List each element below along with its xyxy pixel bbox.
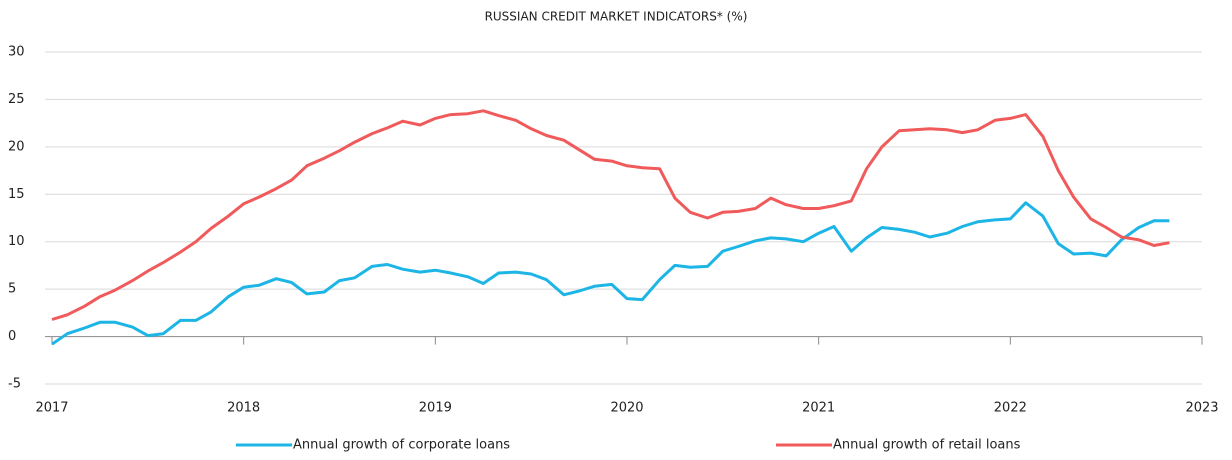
- x-tick-label: 2023: [1185, 401, 1218, 416]
- legend-label: Annual growth of corporate loans: [293, 438, 510, 453]
- series-line: [51, 201, 1170, 346]
- x-tick-label: 2017: [35, 401, 68, 416]
- y-tick-label: 25: [8, 92, 25, 107]
- chart-title: RUSSIAN CREDIT MARKET INDICATORS* (%): [485, 10, 748, 24]
- y-tick-label: 10: [8, 234, 25, 249]
- x-tick-label: 2020: [610, 401, 643, 416]
- x-tick-label: 2018: [227, 401, 260, 416]
- legend-label: Annual growth of retail loans: [833, 438, 1021, 453]
- x-tick-label: 2019: [419, 401, 452, 416]
- x-tick-label: 2022: [994, 401, 1027, 416]
- series-line: [51, 109, 1170, 321]
- y-tick-label: 30: [8, 45, 25, 60]
- y-tick-label: 5: [8, 282, 16, 297]
- y-tick-label: 20: [8, 139, 25, 154]
- x-tick-label: 2021: [802, 401, 835, 416]
- y-tick-label: 15: [8, 187, 25, 202]
- y-tick-label: 0: [8, 329, 16, 344]
- y-tick-label: -5: [8, 377, 21, 392]
